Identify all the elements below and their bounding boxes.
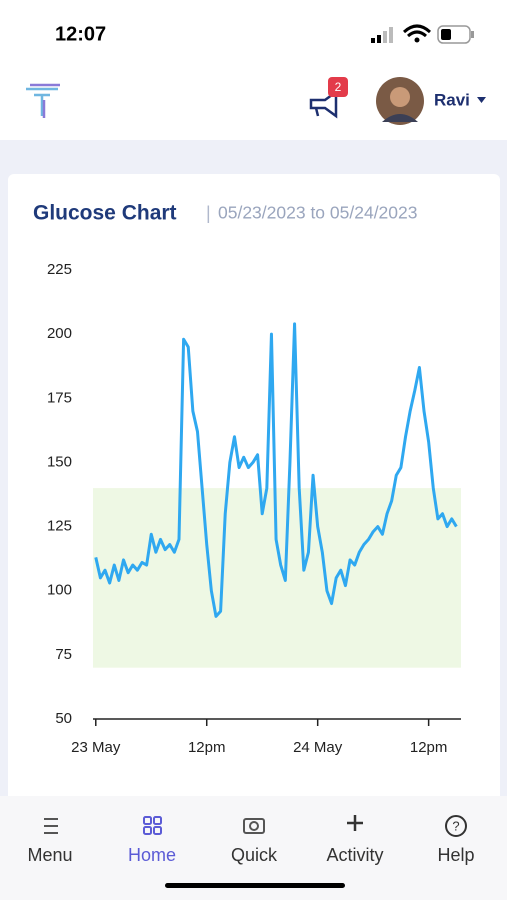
logo[interactable]	[26, 83, 60, 118]
nav-icons: ?	[44, 815, 467, 837]
y-tick-label: 225	[47, 261, 72, 278]
bottom-nav	[0, 796, 507, 900]
svg-text:?: ?	[452, 818, 459, 833]
x-tick-label: 23 May	[71, 739, 121, 756]
x-tick-label: 12pm	[410, 739, 448, 756]
x-tick-label: 24 May	[293, 739, 343, 756]
y-tick-label: 150	[47, 453, 72, 470]
nav-item[interactable]: Activity	[326, 845, 383, 865]
status-icons	[371, 24, 474, 44]
announcement-button[interactable]: 2	[309, 77, 348, 119]
y-tick-label: 100	[47, 582, 72, 599]
chart-title: Glucose Chart	[33, 202, 177, 225]
y-tick-label: 50	[55, 710, 72, 727]
glucose-line	[94, 322, 458, 618]
x-tick-label: 12pm	[188, 739, 226, 756]
user-menu[interactable]: Ravi	[376, 77, 486, 125]
user-name: Ravi	[434, 90, 470, 109]
home-indicator	[165, 883, 345, 888]
y-tick-label: 175	[47, 389, 72, 406]
y-tick-label: 200	[47, 325, 72, 342]
chart-subtitle: 05/23/2023 to 05/24/2023	[218, 203, 418, 223]
clock: 12:07	[55, 23, 106, 45]
nav-item[interactable]: Menu	[27, 845, 72, 865]
y-tick-label: 125	[47, 518, 72, 535]
badge-count: 2	[335, 80, 342, 94]
nav-item[interactable]: Help	[437, 845, 474, 865]
nav-item[interactable]: Quick	[231, 845, 278, 865]
nav-item[interactable]: Home	[128, 845, 176, 865]
y-tick-label: 75	[55, 646, 72, 663]
separator: |	[206, 203, 211, 223]
top-bar	[0, 0, 507, 140]
